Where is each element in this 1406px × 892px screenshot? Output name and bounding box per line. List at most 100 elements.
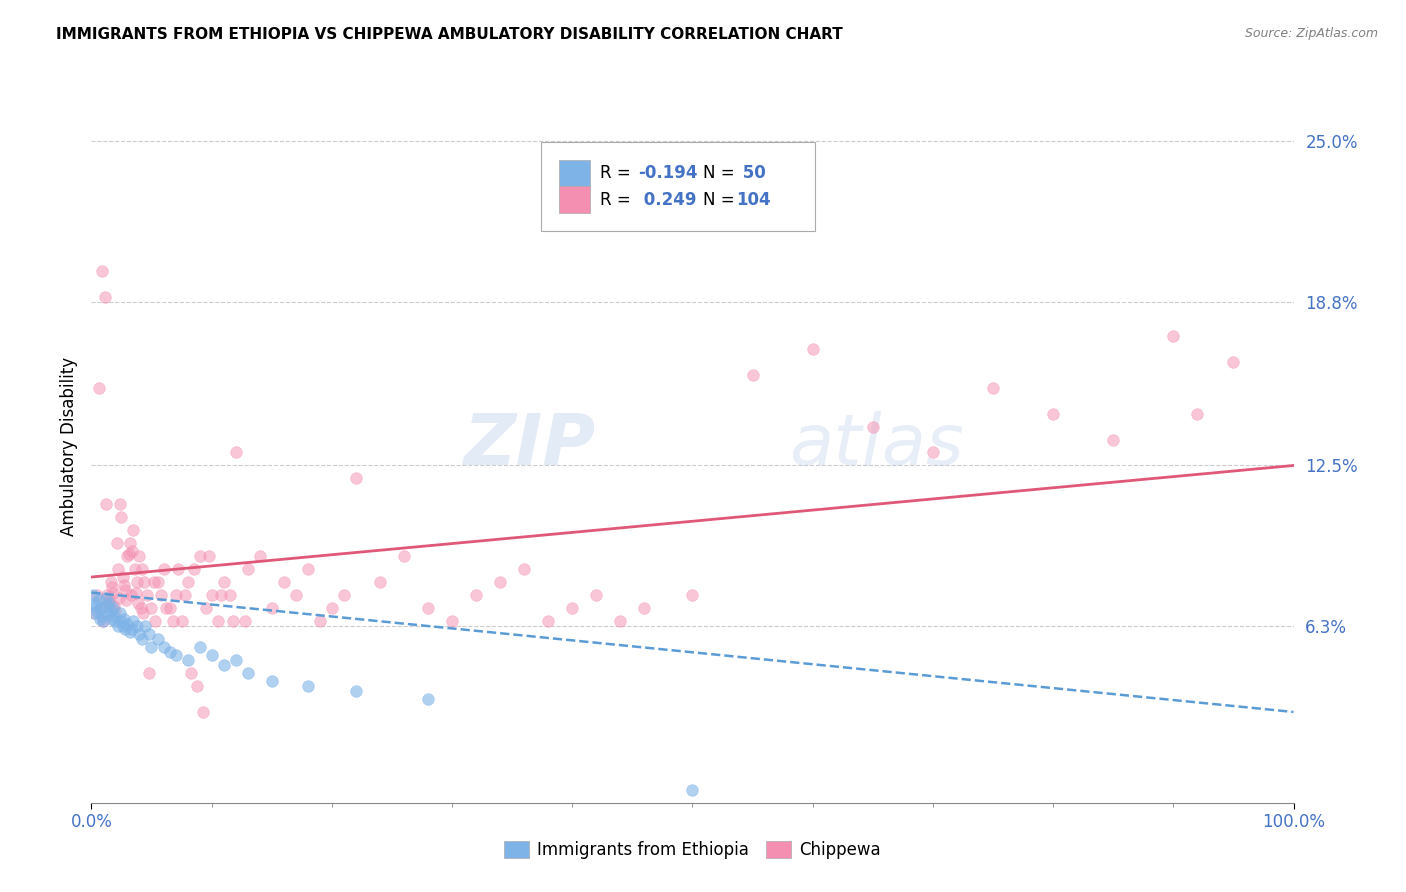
Point — [83, 607, 105, 621]
Point — [131, 632, 153, 647]
Point — [416, 601, 439, 615]
Point — [121, 622, 143, 636]
Point — [100, 604, 122, 618]
Point — [94, 497, 117, 511]
Point — [176, 575, 198, 590]
Point — [110, 607, 132, 621]
Point — [209, 588, 232, 602]
Point — [104, 604, 127, 618]
Point — [90, 601, 112, 615]
Point — [188, 640, 211, 654]
Point — [180, 666, 202, 681]
Point — [609, 614, 631, 628]
Point — [922, 445, 945, 459]
Point — [146, 632, 169, 647]
Point — [1161, 328, 1184, 343]
Point — [236, 666, 259, 681]
Point — [321, 601, 343, 615]
Point — [97, 596, 120, 610]
Point — [84, 596, 107, 610]
Point — [91, 609, 114, 624]
Point — [633, 601, 655, 615]
Point — [105, 536, 128, 550]
Point — [142, 575, 165, 590]
Point — [96, 588, 118, 602]
Point — [104, 614, 127, 628]
Point — [862, 419, 884, 434]
Point — [86, 588, 108, 602]
Point — [260, 601, 283, 615]
Point — [212, 575, 235, 590]
Point — [207, 614, 229, 628]
Point — [117, 616, 139, 631]
Point — [115, 593, 138, 607]
Point — [198, 549, 221, 564]
Text: 50: 50 — [737, 164, 765, 182]
Point — [146, 575, 169, 590]
Point — [118, 547, 141, 561]
Point — [111, 619, 134, 633]
Point — [101, 585, 124, 599]
Point — [188, 549, 211, 564]
Point — [152, 640, 174, 654]
Point — [129, 601, 152, 615]
Text: atlas: atlas — [789, 411, 963, 481]
Point — [981, 381, 1004, 395]
Point — [110, 614, 132, 628]
Point — [93, 614, 115, 628]
Point — [162, 614, 184, 628]
Point — [125, 585, 148, 599]
Point — [98, 593, 121, 607]
Text: N =: N = — [703, 191, 740, 209]
Point — [110, 497, 132, 511]
Point — [138, 627, 160, 641]
Point — [284, 588, 307, 602]
Point — [122, 524, 145, 538]
Point — [249, 549, 271, 564]
Point — [112, 578, 135, 592]
Text: IMMIGRANTS FROM ETHIOPIA VS CHIPPEWA AMBULATORY DISABILITY CORRELATION CHART: IMMIGRANTS FROM ETHIOPIA VS CHIPPEWA AMB… — [56, 27, 844, 42]
Point — [513, 562, 536, 576]
Point — [124, 562, 146, 576]
Point — [87, 381, 110, 395]
Point — [87, 593, 110, 607]
Point — [344, 471, 367, 485]
Point — [114, 622, 136, 636]
Point — [1042, 407, 1064, 421]
Point — [134, 575, 156, 590]
Point — [176, 653, 198, 667]
Point — [128, 627, 150, 641]
Legend: Immigrants from Ethiopia, Chippewa: Immigrants from Ethiopia, Chippewa — [498, 834, 887, 866]
Point — [114, 582, 136, 597]
Point — [801, 342, 824, 356]
Point — [159, 645, 181, 659]
Point — [273, 575, 295, 590]
Point — [297, 562, 319, 576]
Point — [152, 562, 174, 576]
Point — [344, 684, 367, 698]
Point — [297, 679, 319, 693]
Point — [167, 562, 190, 576]
Point — [233, 614, 256, 628]
Point — [120, 588, 142, 602]
Point — [135, 588, 157, 602]
Point — [225, 445, 247, 459]
Point — [193, 705, 215, 719]
Text: N =: N = — [703, 164, 740, 182]
Text: Source: ZipAtlas.com: Source: ZipAtlas.com — [1244, 27, 1378, 40]
Point — [392, 549, 415, 564]
Point — [91, 264, 114, 278]
Point — [131, 562, 153, 576]
Point — [100, 575, 122, 590]
Text: 0.249: 0.249 — [638, 191, 697, 209]
Point — [93, 614, 115, 628]
Point — [90, 601, 112, 615]
Point — [86, 604, 108, 618]
Text: R =: R = — [600, 191, 637, 209]
Point — [107, 619, 129, 633]
Point — [89, 611, 111, 625]
Point — [201, 588, 224, 602]
Point — [101, 601, 124, 615]
Point — [165, 588, 187, 602]
Point — [1222, 354, 1244, 368]
